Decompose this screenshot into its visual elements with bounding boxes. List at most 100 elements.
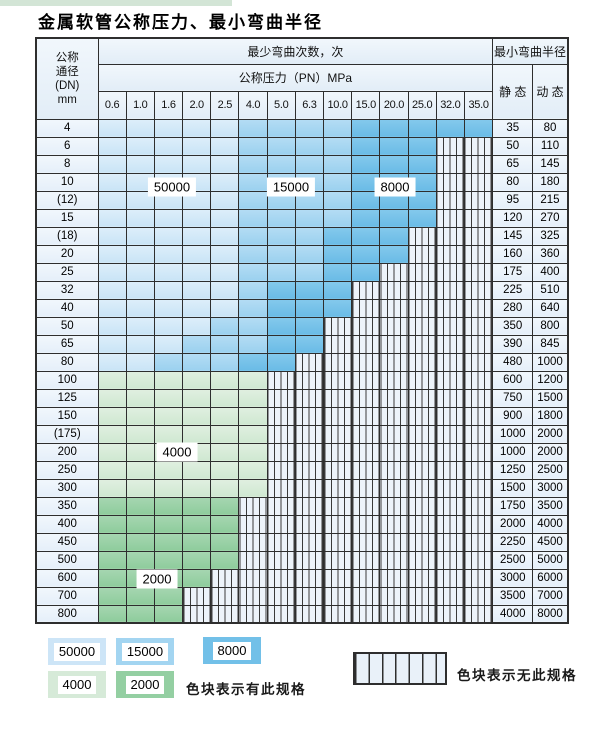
row-dynamic-value: 4000 [532, 514, 569, 534]
cell-spec-4000 [97, 370, 127, 390]
cell-no-spec [463, 334, 494, 354]
cell-spec-4000 [182, 478, 212, 498]
row-static-value: 2250 [492, 532, 534, 552]
cell-spec-2000 [153, 514, 184, 534]
cell-spec-2000 [182, 550, 212, 570]
cell-no-spec [463, 496, 494, 516]
cell-no-spec [435, 478, 465, 498]
cell-spec-15000 [294, 262, 325, 282]
cell-spec-50000 [210, 208, 240, 228]
pressure-header-5.0: 5.0 [266, 90, 296, 120]
row-dn-label: 450 [35, 532, 99, 552]
cell-spec-2000 [210, 514, 240, 534]
cell-no-spec [351, 442, 381, 462]
cell-no-spec [435, 190, 465, 210]
cell-no-spec [238, 586, 268, 606]
table-row: 100 600 1200 [35, 370, 569, 390]
row-dn-label: 350 [35, 496, 99, 516]
cell-spec-4000 [210, 442, 240, 462]
cell-no-spec [266, 532, 296, 552]
cell-spec-8000 [435, 118, 465, 138]
cell-spec-50000 [210, 298, 240, 318]
row-dn-label: 10 [35, 172, 99, 192]
row-dynamic-value: 2000 [532, 424, 569, 444]
row-dn-label: 300 [35, 478, 99, 498]
legend-swatch-50000: 50000 [48, 638, 106, 665]
cell-spec-15000 [294, 226, 325, 246]
cell-no-spec [379, 370, 409, 390]
table-row: 450 2250 4500 [35, 532, 569, 552]
cell-no-spec [294, 406, 325, 426]
cell-spec-4000 [238, 370, 268, 390]
cell-spec-50000 [97, 172, 127, 192]
cell-spec-4000 [125, 442, 155, 462]
cell-spec-50000 [153, 118, 184, 138]
dn-header-line: (DN) [55, 79, 80, 92]
cell-no-spec [407, 442, 437, 462]
cell-no-spec [463, 388, 494, 408]
row-static-value: 280 [492, 298, 534, 318]
row-static-value: 65 [492, 154, 534, 174]
region-label-8000: 8000 [374, 177, 416, 197]
cell-spec-8000 [351, 154, 381, 174]
cell-no-spec [182, 604, 212, 624]
cell-no-spec [294, 568, 325, 588]
cell-spec-4000 [238, 388, 268, 408]
cell-spec-4000 [238, 424, 268, 444]
row-dn-label: 100 [35, 370, 99, 390]
cell-spec-8000 [294, 334, 325, 354]
region-label-15000: 15000 [266, 177, 316, 197]
cell-spec-8000 [407, 208, 437, 228]
cell-no-spec [463, 586, 494, 606]
cell-spec-15000 [322, 118, 353, 138]
cell-no-spec [435, 586, 465, 606]
cell-spec-50000 [210, 190, 240, 210]
cell-no-spec [294, 424, 325, 444]
cell-spec-8000 [379, 244, 409, 264]
cell-spec-2000 [125, 532, 155, 552]
cell-no-spec [379, 586, 409, 606]
cell-no-spec [266, 604, 296, 624]
cell-spec-4000 [97, 478, 127, 498]
bend-cycles-header: 最少弯曲次数，次 [97, 37, 494, 65]
cell-spec-50000 [97, 226, 127, 246]
cell-spec-50000 [182, 136, 212, 156]
cell-spec-50000 [153, 226, 184, 246]
row-static-value: 175 [492, 262, 534, 282]
cell-spec-50000 [182, 154, 212, 174]
cell-spec-4000 [125, 370, 155, 390]
cell-spec-4000 [153, 388, 184, 408]
cell-spec-15000 [153, 352, 184, 372]
cell-no-spec [182, 586, 212, 606]
cell-spec-15000 [210, 352, 240, 372]
cell-no-spec [463, 370, 494, 390]
table-row: 80 480 1000 [35, 352, 569, 372]
table-row: (18) 145 325 [35, 226, 569, 246]
cell-no-spec [463, 280, 494, 300]
cell-spec-2000 [125, 604, 155, 624]
row-dn-label: 15 [35, 208, 99, 228]
row-static-value: 1500 [492, 478, 534, 498]
cell-spec-2000 [97, 550, 127, 570]
row-static-value: 1000 [492, 424, 534, 444]
cell-spec-50000 [210, 244, 240, 264]
row-dynamic-value: 270 [532, 208, 569, 228]
row-dynamic-value: 80 [532, 118, 569, 138]
dynamic-column-header: 动 态 [532, 63, 569, 120]
cell-no-spec [238, 514, 268, 534]
cell-no-spec [238, 496, 268, 516]
pressure-header-10.0: 10.0 [322, 90, 353, 120]
cell-spec-2000 [153, 496, 184, 516]
cell-spec-2000 [182, 496, 212, 516]
cell-no-spec [322, 316, 353, 336]
row-dynamic-value: 1500 [532, 388, 569, 408]
table-row: 50 350 800 [35, 316, 569, 336]
cell-no-spec [266, 478, 296, 498]
cell-no-spec [294, 514, 325, 534]
cell-no-spec [379, 316, 409, 336]
cell-spec-8000 [266, 352, 296, 372]
cell-spec-4000 [238, 406, 268, 426]
cell-no-spec [379, 514, 409, 534]
cell-no-spec [351, 568, 381, 588]
